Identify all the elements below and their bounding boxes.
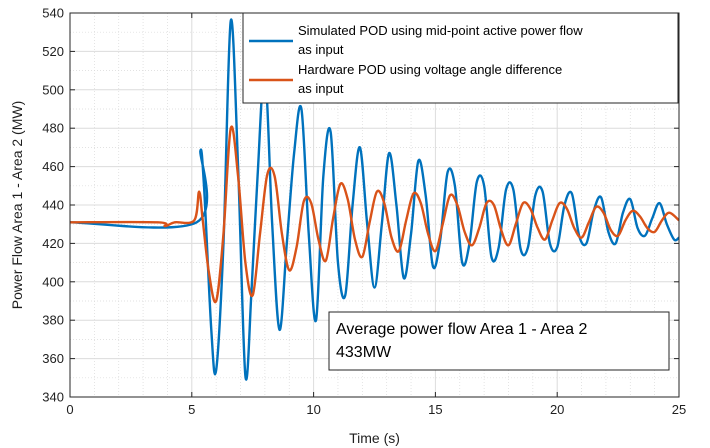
annotation-box: Average power flow Area 1 - Area 2 433MW (328, 311, 670, 371)
x-tick-label: 5 (188, 402, 195, 417)
y-tick-label: 400 (42, 274, 64, 289)
tick-labels: 0 5 10 15 20 25 340 360 380 400 420 440 460 480 500 520… (42, 6, 686, 418)
y-tick-label: 480 (42, 121, 64, 136)
annotation-line2: 433MW (336, 344, 392, 361)
legend: Simulated POD using mid-point active pow… (242, 12, 679, 104)
x-tick-label: 25 (672, 402, 686, 417)
legend-label-simulated-line2: as input (298, 42, 344, 57)
y-tick-label: 420 (42, 236, 64, 251)
y-tick-label: 520 (42, 44, 64, 59)
x-tick-label: 10 (306, 402, 320, 417)
annotation-line1: Average power flow Area 1 - Area 2 (336, 321, 588, 338)
x-tick-label: 0 (66, 402, 73, 417)
series-line-hardware (69, 125, 680, 304)
series-line-simulated (69, 18, 680, 381)
y-tick-label: 500 (42, 82, 64, 97)
y-tick-label: 380 (42, 313, 64, 328)
legend-box (242, 12, 679, 104)
y-tick-label: 440 (42, 198, 64, 213)
legend-label-simulated-line1: Simulated POD using mid-point active pow… (298, 23, 583, 38)
x-tick-label: 15 (428, 402, 442, 417)
y-tick-label: 540 (42, 6, 64, 21)
y-tick-label: 460 (42, 159, 64, 174)
y-tick-label: 360 (42, 351, 64, 366)
y-axis-title: Power Flow Area 1 - Area 2 (MW) (9, 101, 25, 310)
series-layer (69, 18, 680, 381)
legend-label-hardware-line1: Hardware POD using voltage angle differe… (298, 62, 562, 77)
x-axis-title: Time (s) (349, 430, 400, 446)
y-tick-label: 340 (42, 390, 64, 405)
annotation-frame (328, 311, 670, 371)
legend-label-hardware-line2: as input (298, 81, 344, 96)
x-tick-label: 20 (550, 402, 564, 417)
